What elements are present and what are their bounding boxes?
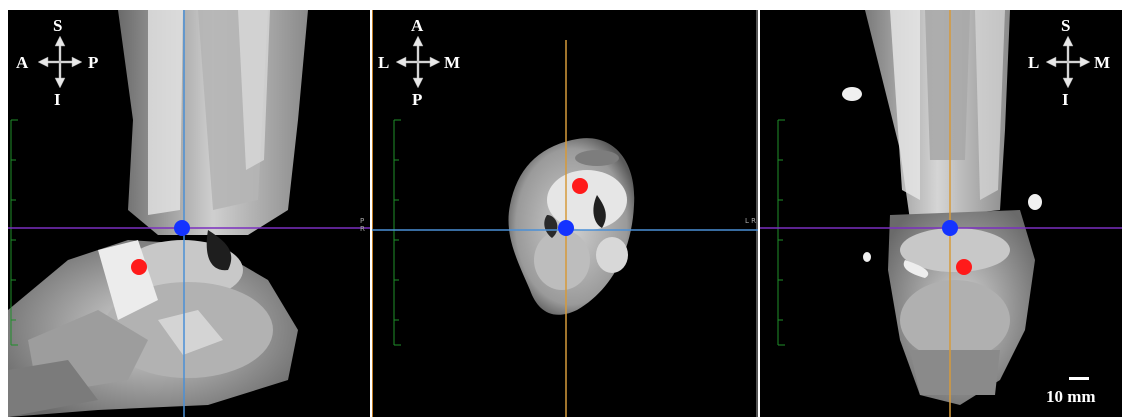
axial-orientation-indicator: A P L M bbox=[372, 14, 466, 114]
sagittal-edge-tag: P R bbox=[360, 217, 365, 233]
four-way-arrow-icon bbox=[37, 35, 83, 89]
coronal-bright-spot bbox=[842, 87, 862, 101]
coronal-bright-spot bbox=[863, 252, 871, 262]
sagittal-orient-top: S bbox=[53, 16, 63, 35]
coronal-ruler bbox=[777, 119, 785, 346]
sagittal-orient-right: P bbox=[88, 53, 99, 72]
sagittal-view-panel: S I A P P R bbox=[8, 10, 370, 417]
coronal-orient-left: L bbox=[1028, 53, 1040, 72]
sagittal-orient-left: A bbox=[16, 53, 29, 72]
axial-orient-right: M bbox=[444, 53, 461, 72]
coronal-red-marker bbox=[956, 259, 972, 275]
axial-ruler bbox=[393, 119, 401, 346]
coronal-bright-spot bbox=[1028, 194, 1042, 210]
axial-mri-image bbox=[372, 10, 758, 417]
sagittal-red-marker bbox=[131, 259, 147, 275]
axial-orient-top: A bbox=[411, 16, 424, 35]
axial-edge-tag: L R bbox=[745, 217, 756, 225]
coronal-orientation-indicator: S I L M bbox=[1016, 14, 1116, 114]
four-way-arrow-icon bbox=[1045, 35, 1091, 89]
coronal-orient-bottom: I bbox=[1062, 90, 1069, 109]
axial-orient-left: L bbox=[378, 53, 390, 72]
sagittal-ruler bbox=[10, 119, 18, 346]
coronal-orient-right: M bbox=[1094, 53, 1111, 72]
coronal-view-panel: S I L M 10 mm bbox=[760, 10, 1122, 417]
axial-red-marker bbox=[572, 178, 588, 194]
scale-bar bbox=[1069, 377, 1089, 380]
coronal-blue-marker bbox=[942, 220, 958, 236]
sagittal-blue-marker bbox=[174, 220, 190, 236]
axial-blue-marker bbox=[558, 220, 574, 236]
axial-orient-bottom: P bbox=[412, 90, 423, 109]
four-way-arrow-icon bbox=[395, 35, 441, 89]
sagittal-orient-bottom: I bbox=[54, 90, 61, 109]
sagittal-mri-image bbox=[8, 10, 370, 417]
axial-view-panel: A P L M L R bbox=[372, 10, 758, 417]
coronal-orient-top: S bbox=[1061, 16, 1071, 35]
coronal-mri-image bbox=[760, 10, 1122, 417]
scale-bar-label: 10 mm bbox=[1046, 387, 1096, 406]
sagittal-orientation-indicator: S I A P bbox=[8, 14, 108, 114]
